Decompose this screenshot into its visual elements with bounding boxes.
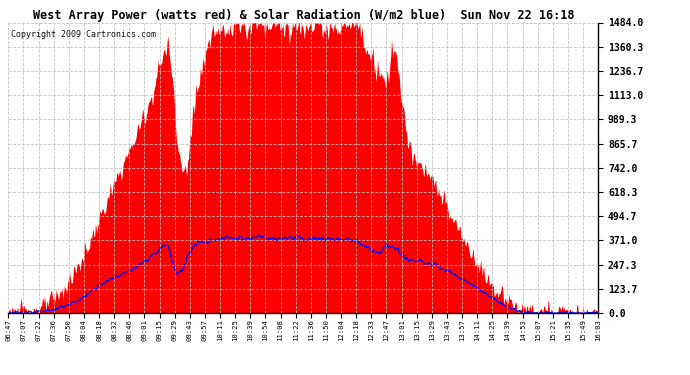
Text: Copyright 2009 Cartronics.com: Copyright 2009 Cartronics.com [11, 30, 156, 39]
Text: West Array Power (watts red) & Solar Radiation (W/m2 blue)  Sun Nov 22 16:18: West Array Power (watts red) & Solar Rad… [33, 9, 574, 22]
